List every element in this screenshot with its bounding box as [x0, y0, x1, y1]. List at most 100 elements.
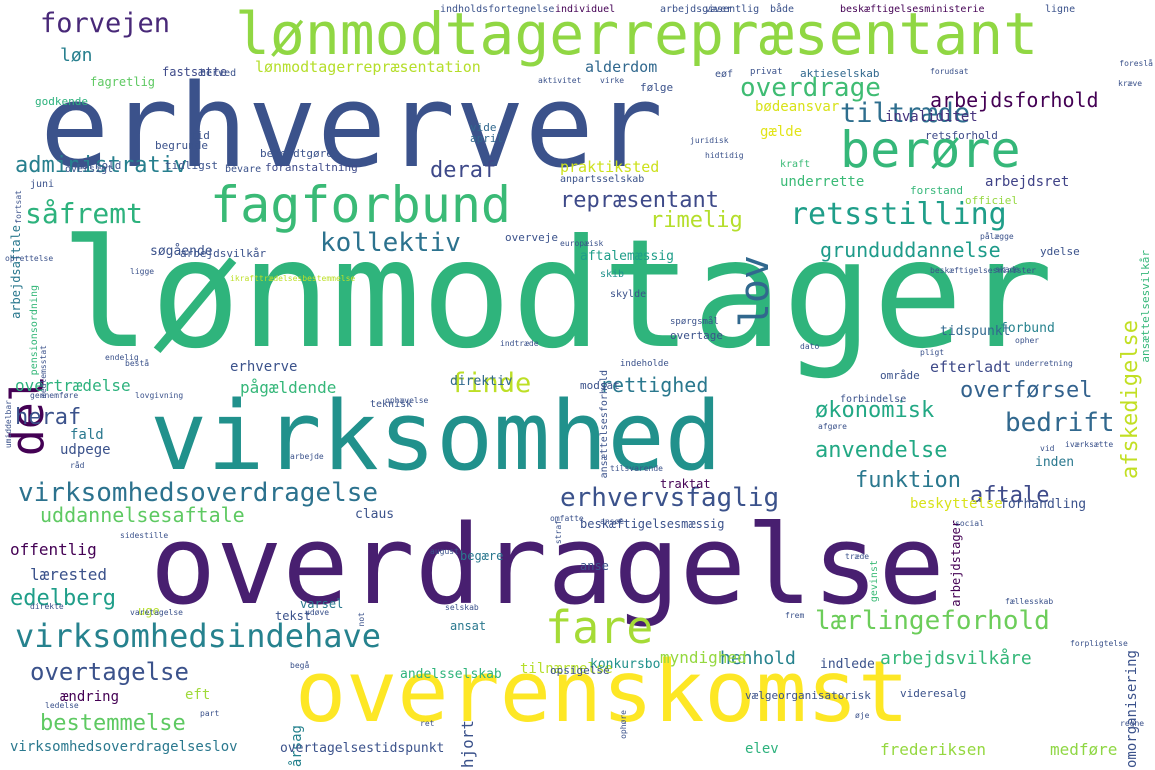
cloud-word: arbejde: [290, 452, 324, 461]
cloud-word: inden: [1035, 455, 1075, 470]
cloud-word: søgående: [150, 244, 213, 259]
cloud-word: rettighed: [600, 373, 709, 397]
cloud-word: heraf: [15, 405, 82, 430]
cloud-word: august: [430, 547, 459, 556]
cloud-word: repræsentant: [560, 188, 719, 213]
cloud-word: overtagelsestidspunkt: [280, 741, 445, 756]
cloud-word: godkende: [35, 95, 88, 108]
cloud-word: begå: [290, 661, 310, 670]
cloud-word: lovgivning: [135, 391, 184, 400]
cloud-word: ikrafttrædelsesbestemmelse: [230, 274, 356, 283]
cloud-word: arbejdstager: [949, 520, 963, 607]
cloud-word: alderdom: [585, 58, 658, 76]
cloud-word: gennemføre: [30, 391, 79, 400]
cloud-word: anse: [580, 559, 609, 573]
cloud-word: invaliditet: [885, 109, 978, 125]
cloud-word: ophævelse: [385, 396, 429, 405]
cloud-word: tidspunkt: [940, 324, 1011, 339]
cloud-word: elev: [745, 741, 779, 757]
cloud-word: indeholde: [620, 359, 669, 369]
cloud-word: videresalg: [900, 687, 967, 700]
cloud-word: forhold: [75, 159, 122, 172]
cloud-word: umiddelbar: [4, 400, 13, 449]
cloud-word: lønmodtagerrepræsentant: [235, 0, 1039, 68]
cloud-word: efterladt: [930, 358, 1012, 376]
cloud-word: administrativ: [15, 153, 188, 178]
cloud-word: indholdsfortegnelse: [440, 4, 555, 15]
cloud-word: retsstilling: [790, 197, 1007, 232]
cloud-word: omorganisering: [1124, 649, 1140, 768]
cloud-word: beskæftigelsesmæssig: [580, 517, 725, 531]
cloud-word: fagforbund: [210, 176, 512, 234]
cloud-word: herved: [200, 68, 237, 79]
cloud-word: overtagelse: [30, 658, 189, 686]
cloud-word: ansat: [450, 619, 487, 633]
cloud-word: overdrage: [740, 73, 881, 103]
cloud-word: tid: [190, 129, 210, 142]
cloud-word: lærested: [30, 565, 108, 584]
cloud-word: hidtidig: [705, 151, 744, 160]
cloud-word: arbejdsgiver: [660, 4, 733, 15]
cloud-word: begære: [460, 549, 504, 563]
cloud-word: arbejdsret: [985, 174, 1070, 190]
cloud-word: retsforhold: [925, 129, 998, 142]
cloud-word: foreslå: [1119, 59, 1153, 68]
cloud-word: både: [770, 4, 795, 15]
cloud-word: aktieselskab: [800, 67, 880, 80]
cloud-word: arbejdsaftale: [9, 225, 23, 319]
cloud-word: udpege: [60, 442, 111, 458]
cloud-word: direkte: [30, 602, 64, 611]
cloud-word: direktiv: [450, 374, 513, 389]
cloud-word: selskab: [445, 603, 479, 612]
cloud-word: pålægge: [980, 232, 1014, 241]
cloud-word: væsentlig: [705, 4, 760, 15]
cloud-word: finde: [450, 368, 532, 399]
cloud-word: skylde: [610, 289, 647, 300]
cloud-word: skib: [600, 269, 625, 280]
cloud-word: pågældende: [240, 378, 337, 397]
cloud-word: indtræde: [500, 339, 539, 348]
cloud-word: bestå: [125, 359, 150, 368]
cloud-word: kraft: [780, 159, 811, 170]
cloud-word: skade: [995, 265, 1020, 274]
cloud-word: claus: [355, 507, 395, 522]
cloud-word: arbejdsvilkåre: [880, 648, 1032, 669]
cloud-word: lov: [732, 255, 778, 328]
cloud-word: lønmodtagerrepræsentation: [255, 58, 481, 76]
cloud-word: ophøre: [619, 710, 628, 739]
cloud-word: edelberg: [10, 586, 116, 611]
cloud-word: social: [955, 519, 984, 528]
cloud-word: fald: [70, 427, 104, 443]
cloud-word: gælde: [760, 124, 803, 140]
cloud-word: erhverver: [40, 60, 664, 194]
cloud-word: rimelig: [650, 208, 743, 233]
cloud-word: uddannelsesaftale: [40, 503, 245, 527]
cloud-word: ansættelsesvilkår: [1139, 250, 1152, 363]
cloud-word: ligge: [130, 267, 155, 276]
cloud-word: virksomhed: [150, 382, 722, 492]
cloud-word: tilnærmelse: [520, 661, 613, 677]
cloud-word: overtage: [670, 329, 723, 342]
cloud-word: foranstaltning: [265, 161, 358, 174]
cloud-word: erhverve: [230, 359, 298, 375]
cloud-word: overdragelse: [150, 501, 945, 629]
cloud-word: teknisk: [370, 399, 413, 410]
cloud-word: modsat: [580, 379, 620, 392]
cloud-word: beskyttelse: [910, 496, 1003, 512]
cloud-word: virke: [600, 76, 625, 85]
cloud-word: offentlig: [10, 540, 97, 559]
cloud-word: forpligtelse: [1070, 639, 1128, 648]
cloud-word: iværksætte: [1065, 440, 1114, 449]
cloud-word: beskæftigelsesministerie: [840, 4, 985, 15]
cloud-word: bedrift: [1005, 408, 1115, 438]
cloud-word: hjort: [458, 719, 477, 768]
cloud-word: arbejdsvilkår: [180, 247, 267, 260]
cloud-word: spørgsmål: [670, 317, 719, 327]
cloud-word: forbund: [1000, 321, 1055, 336]
cloud-word: såfremt: [25, 197, 144, 230]
cloud-word: udøve: [305, 608, 330, 617]
cloud-word: bestemmelse: [40, 711, 186, 736]
cloud-word: gevinst: [869, 560, 880, 603]
cloud-word: bevare: [225, 164, 262, 175]
cloud-word: økonomisk: [815, 398, 935, 423]
